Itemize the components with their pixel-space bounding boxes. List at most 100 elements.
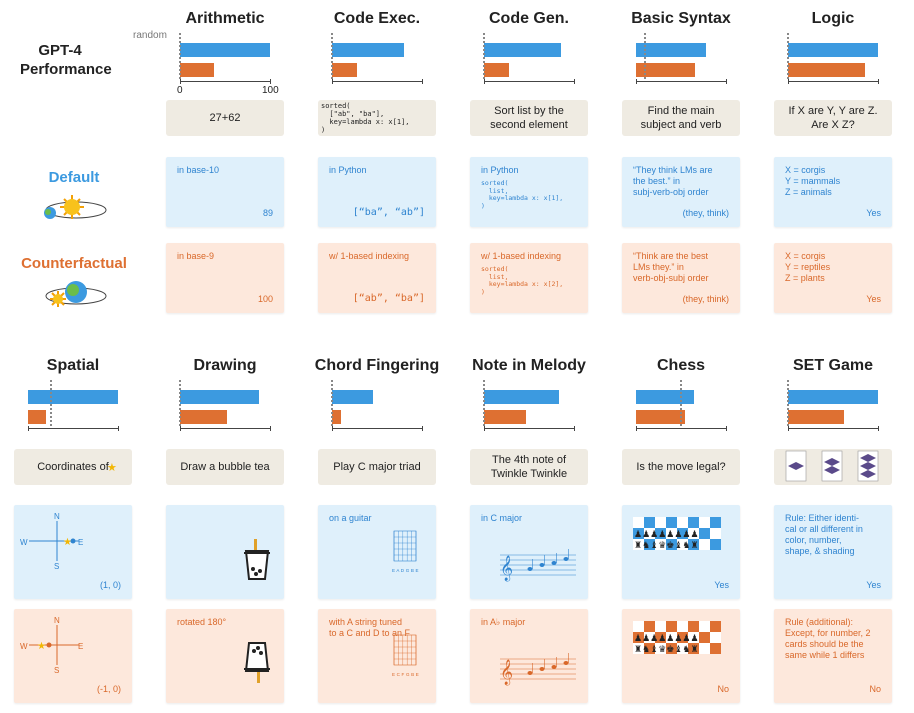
counterfactual-card: No ♟♟♟♟♟♟♟♟ ♜♞♝♛♚♝♞♜ [622,609,740,703]
x-tick [878,426,879,431]
counterfactual-bar [636,63,696,77]
prompt-box: The 4th note of Twinkle Twinkle [470,449,588,485]
default-bar [484,390,559,404]
prompt-box: Coordinates of [14,449,132,485]
svg-text:♜♞♝♛♚♝♞♜: ♜♞♝♛♚♝♞♜ [634,644,699,654]
default-card: X = corgis Y = mammals Z = animals Yes [774,157,892,227]
default-bar [788,390,878,404]
x-tick [422,426,423,431]
counterfactual-bar [788,410,844,424]
counterfactual-bar [636,410,685,424]
random-baseline [644,33,646,79]
chess-board-icon: ♟♟♟♟♟♟♟♟♜♞♝♛♚♝♞♜ [633,621,721,654]
bubble-tea-icon [244,539,270,580]
card-answer: (they, think) [682,208,729,218]
card-answer: (they, think) [682,294,729,304]
card-answer: No [717,684,729,694]
x-tick [726,426,727,431]
random-baseline [331,380,333,426]
compass-label: S [54,562,60,571]
default-card: (1, 0) N E S W ★ [14,505,132,599]
x-axis [484,428,574,429]
card-text: rotated 180° [177,617,227,627]
guitar-fretboard-icon [393,634,417,666]
x-axis [788,81,878,82]
star-icon: ★ [107,462,117,474]
performance-label: GPT-4 Performance [20,42,112,78]
card-text: “Think are the best LMs they.” in verb-o… [633,251,709,283]
random-baseline [483,33,485,79]
card-answer: (-1, 0) [96,684,121,694]
counterfactual-row-label: Counterfactual [21,255,127,272]
x-axis [28,428,118,429]
x-tick [574,426,575,431]
default-bar [636,43,707,57]
default-bar [484,43,562,57]
chess-board-icon: ♟♟♟♟♟♟♟♟♜♞♝♛♚♝♞♜ [633,517,721,550]
counterfactual-card: (-1, 0) N E S W ★ [14,609,132,703]
default-bar [636,390,694,404]
task-title: Basic Syntax [631,10,731,27]
card-text: in Python [481,165,519,175]
random-baseline [331,33,333,79]
music-staff-icon: 𝄞 [500,653,576,685]
default-card: Rule: Either identi- cal or all differen… [774,505,892,599]
random-baseline [680,380,682,426]
task-title: Code Exec. [333,10,421,27]
card-answer: Yes [866,294,881,304]
x-tick [788,79,789,84]
random-baseline [787,380,789,426]
svg-text:★: ★ [37,641,46,652]
random-baseline [49,380,52,426]
card-text: on a guitar [329,513,372,523]
svg-text:𝄞: 𝄞 [500,555,513,581]
card-answer: (1, 0) [99,580,121,590]
card-text: X = corgis Y = mammals Z = animals [785,165,841,197]
prompt-box: Is the move legal? [622,449,740,485]
card-text: with A string tuned to a C and D to an F [329,617,411,638]
default-bar [180,43,270,57]
card-text: X = corgis Y = reptiles Z = plants [785,251,831,283]
x-tick [788,426,789,431]
task-title: Arithmetic [185,10,265,27]
counterfactual-bar [180,410,227,424]
random-baseline [179,380,181,426]
card-code: sorted( list, key=lambda x: x[2], ) [481,265,564,296]
prompt-box: Play C major triad [318,449,436,485]
x-axis [788,428,878,429]
prompt-box: 27+62 [166,100,284,136]
random-label: random [133,30,167,41]
card-text: “They think LMs are the best.” in subj-v… [633,165,713,197]
compass-label: N [54,512,60,521]
prompt-box: sorted( ["ab", "ba"], key=lambda x: x[1]… [318,100,436,136]
task-title: Drawing [193,357,257,374]
earth-sun-default-icon [44,195,107,219]
prompt-box: Find the main subject and verb [622,100,740,136]
x-tick [28,426,29,431]
x-axis [636,81,726,82]
compass-label: E [78,538,84,547]
x-axis [332,81,422,82]
task-title: Logic [811,10,855,27]
x-tick [574,79,575,84]
x-axis [332,428,422,429]
counterfactual-bar [332,410,341,424]
counterfactual-bar [28,410,46,424]
x-tick [726,79,727,84]
compass-label: S [54,666,60,675]
card-text: in Python [329,165,367,175]
x-tick [332,426,333,431]
counterfactual-card: in base-9 100 [166,243,284,313]
guitar-string-names: E A D G B E [392,568,419,573]
default-card: in C major 𝄞 [470,505,588,599]
counterfactual-card: with A string tuned to a C and D to an F… [318,609,436,703]
x-tick [636,426,637,431]
card-answer: [“ab”, “ba”] [352,293,425,304]
random-baseline [483,380,485,426]
card-text: w/ 1-based indexing [329,251,410,261]
card-answer: [“ba”, “ab”] [352,207,425,218]
x-axis [180,428,270,429]
x-tick [180,79,181,84]
x-tick [484,426,485,431]
x-tick [332,79,333,84]
